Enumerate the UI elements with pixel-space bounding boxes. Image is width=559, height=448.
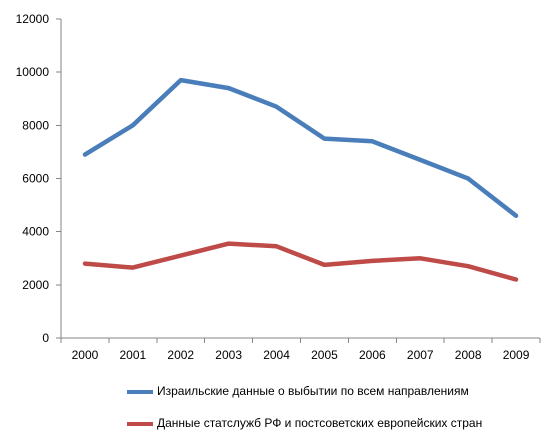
x-axis-tick-labels: 2000 2001 2002 2003 2004 2005 2006 2007 2008 2009 <box>72 348 530 362</box>
y-tick-label: 2000 <box>22 278 49 292</box>
y-tick-label: 12000 <box>16 12 50 26</box>
y-tick-label: 10000 <box>16 65 50 79</box>
legend-swatch-series-2 <box>127 422 153 426</box>
legend-label-series-1: Израильские данные о выбытии по всем нап… <box>157 384 469 398</box>
x-tick-label: 2008 <box>455 348 482 362</box>
legend-item-series-1: Израильские данные о выбытии по всем нап… <box>0 382 559 402</box>
y-tick-label: 6000 <box>22 172 49 186</box>
y-tick-label: 8000 <box>22 118 49 132</box>
series-line-1 <box>82 77 519 218</box>
x-tick-label: 2001 <box>119 348 146 362</box>
legend-item-series-2: Данные статслужб РФ и постсоветских евро… <box>0 414 559 434</box>
legend-label-series-2: Данные статслужб РФ и постсоветских евро… <box>157 416 483 430</box>
x-tick-label: 2005 <box>311 348 338 362</box>
x-tick-label: 2007 <box>407 348 434 362</box>
x-tick-label: 2009 <box>503 348 530 362</box>
x-tick-label: 2003 <box>215 348 242 362</box>
x-tick-label: 2006 <box>359 348 386 362</box>
y-tick-label: 0 <box>42 331 49 345</box>
x-tick-label: 2000 <box>72 348 99 362</box>
chart-series <box>82 77 519 282</box>
series-line-2 <box>82 241 519 282</box>
legend-swatch-series-1 <box>127 390 153 394</box>
y-axis-tick-labels: 0 2000 4000 6000 8000 10000 12000 <box>16 12 50 345</box>
x-tick-label: 2002 <box>167 348 194 362</box>
y-tick-label: 4000 <box>22 225 49 239</box>
x-tick-label: 2004 <box>263 348 290 362</box>
chart-axes <box>56 18 541 343</box>
